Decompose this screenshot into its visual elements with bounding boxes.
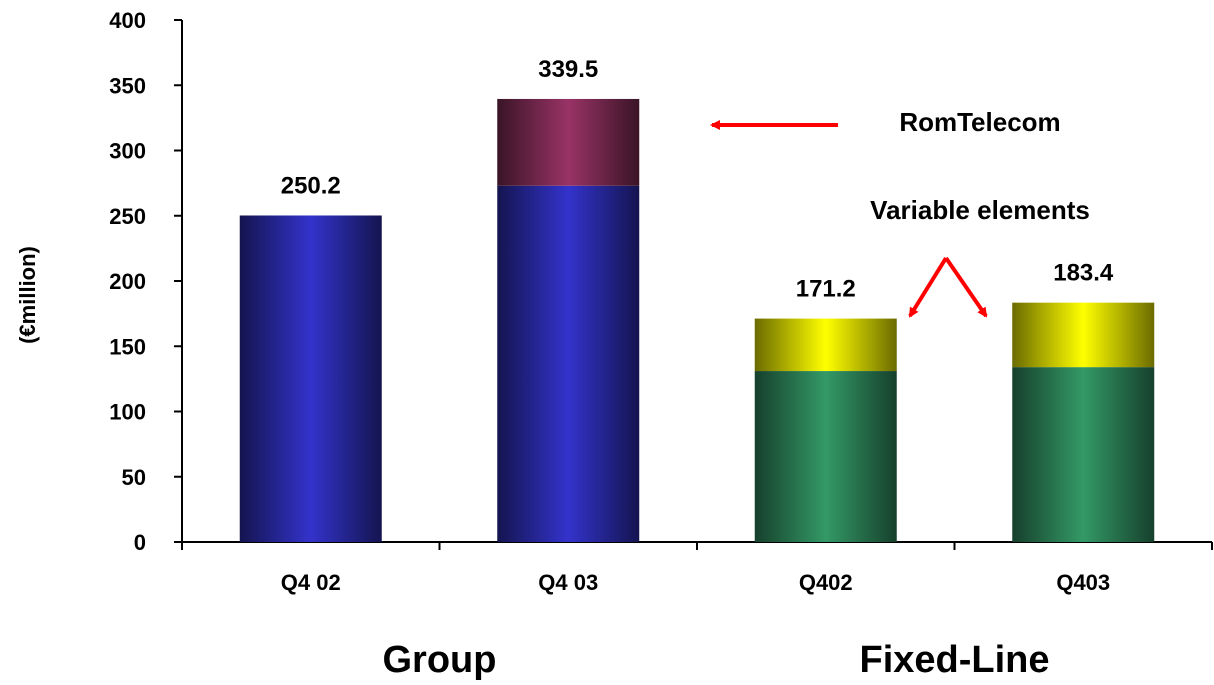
value-labels: 250.2 339.5 171.2 183.4 [281,56,1114,303]
variable-arrow-left [908,256,948,318]
x-category-label: Q4 03 [538,570,598,595]
y-ticks: 0 50 100 150 200 250 300 350 400 [109,8,182,555]
bar-segment [497,98,640,186]
x-category-label: Q402 [799,570,853,595]
bar-value-label: 250.2 [281,172,341,199]
bar-value-label: 171.2 [796,276,856,303]
bar-segment [754,371,897,542]
bars [239,98,1155,543]
y-tick-label: 0 [134,530,146,555]
bar-segment [497,185,640,543]
x-category-label: Q4 02 [281,570,341,595]
bar-segment [239,215,382,542]
y-tick-label: 350 [109,73,146,98]
y-axis-label: (€million) [15,246,40,344]
bar-segment [1012,302,1155,368]
y-tick-label: 150 [109,334,146,359]
group-labels: Group Fixed-Line [383,639,1050,681]
bar-segment [1012,367,1155,542]
x-category-label: Q403 [1056,570,1110,595]
bar-value-label: 339.5 [538,56,598,83]
y-tick-label: 100 [109,400,146,425]
y-tick-label: 250 [109,204,146,229]
annotations: RomTelecom Variable elements [710,107,1090,318]
variable-elements-annotation: Variable elements [870,195,1090,225]
x-ticks [181,542,1213,550]
y-tick-label: 200 [109,269,146,294]
group-label: Group [383,639,497,681]
y-tick-label: 400 [109,8,146,33]
group-label: Fixed-Line [859,639,1049,681]
romtelecom-annotation: RomTelecom [899,107,1060,137]
bar-value-label: 183.4 [1053,260,1114,287]
y-tick-label: 50 [122,465,146,490]
bar-segment [754,318,897,372]
y-tick-label: 300 [109,139,146,164]
x-labels: Q4 02 Q4 03 Q402 Q403 [281,570,1110,595]
variable-arrow-right [944,256,988,318]
